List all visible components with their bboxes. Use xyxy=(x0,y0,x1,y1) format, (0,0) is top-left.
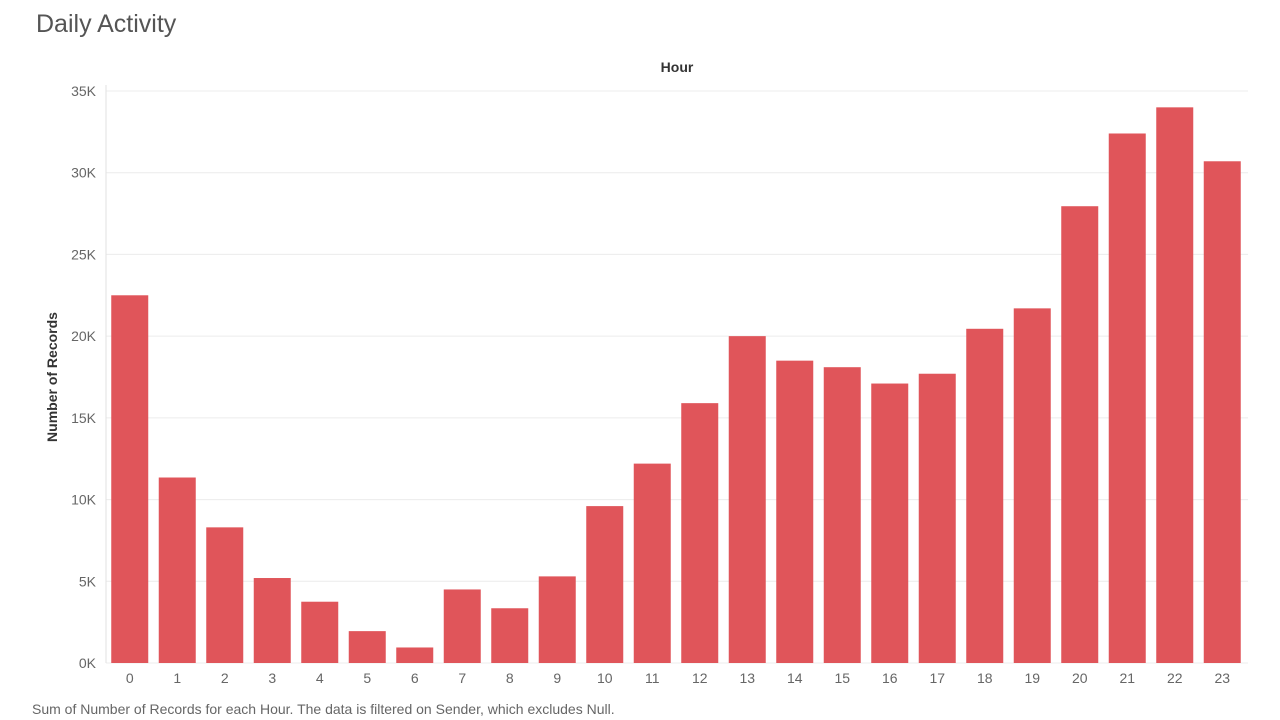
x-tick-label: 0 xyxy=(126,670,134,686)
bar-hour-10[interactable] xyxy=(586,506,624,663)
bar-hour-11[interactable] xyxy=(633,463,671,663)
x-axis-ticks: 0 1 2 3 4 5 6 7 8 9 10 11 12 13 14 15 16 17 18 19 20 21 22 23 xyxy=(126,670,1230,686)
y-tick-label: 10K xyxy=(71,492,97,508)
y-tick-label: 0K xyxy=(79,655,97,671)
x-tick-label: 7 xyxy=(458,670,466,686)
y-tick-label: 15K xyxy=(71,410,97,426)
bar-hour-3[interactable] xyxy=(253,578,291,663)
bar-hour-15[interactable] xyxy=(823,367,861,663)
x-tick-label: 23 xyxy=(1214,670,1230,686)
bar-hour-23[interactable] xyxy=(1203,161,1241,663)
bar-hour-5[interactable] xyxy=(348,631,386,663)
bar-hour-16[interactable] xyxy=(871,383,909,663)
x-tick-label: 5 xyxy=(363,670,371,686)
y-axis-title: Number of Records xyxy=(44,312,60,442)
bar-hour-6[interactable] xyxy=(396,647,434,663)
bar-hour-1[interactable] xyxy=(158,477,196,663)
x-tick-label: 2 xyxy=(221,670,229,686)
x-tick-label: 8 xyxy=(506,670,514,686)
y-tick-label: 5K xyxy=(79,573,97,589)
x-tick-label: 1 xyxy=(173,670,181,686)
y-tick-label: 35K xyxy=(71,83,97,99)
bar-hour-22[interactable] xyxy=(1156,107,1194,664)
x-tick-label: 14 xyxy=(787,670,803,686)
x-tick-label: 22 xyxy=(1167,670,1183,686)
bar-hour-20[interactable] xyxy=(1061,206,1099,663)
x-tick-label: 20 xyxy=(1072,670,1088,686)
x-tick-label: 13 xyxy=(739,670,755,686)
x-axis-title: Hour xyxy=(661,59,694,75)
bar-hour-19[interactable] xyxy=(1013,308,1051,663)
bar-hour-2[interactable] xyxy=(206,527,244,663)
x-tick-label: 19 xyxy=(1024,670,1040,686)
bar-hour-21[interactable] xyxy=(1108,133,1146,663)
grid-lines xyxy=(105,85,1248,664)
bar-hour-8[interactable] xyxy=(491,608,529,663)
y-axis-ticks: 0K 5K 10K 15K 20K 25K 30K 35K xyxy=(71,83,97,671)
bar-hour-13[interactable] xyxy=(728,336,766,663)
x-tick-label: 18 xyxy=(977,670,993,686)
x-tick-label: 4 xyxy=(316,670,324,686)
bar-hour-12[interactable] xyxy=(681,403,719,663)
x-tick-label: 11 xyxy=(645,670,660,686)
footnote: Sum of Number of Records for each Hour. … xyxy=(32,701,615,717)
x-tick-label: 15 xyxy=(834,670,850,686)
bar-hour-9[interactable] xyxy=(538,576,576,663)
chart-title: Daily Activity xyxy=(36,10,177,38)
x-tick-label: 17 xyxy=(929,670,945,686)
bar-hour-18[interactable] xyxy=(966,328,1004,663)
bar-hour-4[interactable] xyxy=(301,601,339,663)
bar-hour-17[interactable] xyxy=(918,373,956,663)
bar-hour-0[interactable] xyxy=(111,295,149,663)
x-tick-label: 10 xyxy=(597,670,613,686)
bar-hour-14[interactable] xyxy=(776,360,814,663)
y-tick-label: 20K xyxy=(71,328,97,344)
x-tick-label: 21 xyxy=(1119,670,1135,686)
x-tick-label: 3 xyxy=(268,670,276,686)
x-tick-label: 16 xyxy=(882,670,898,686)
x-tick-label: 6 xyxy=(411,670,419,686)
y-tick-label: 30K xyxy=(71,165,97,181)
y-tick-label: 25K xyxy=(71,246,97,262)
x-tick-label: 12 xyxy=(692,670,708,686)
bars xyxy=(111,107,1241,664)
x-tick-label: 9 xyxy=(553,670,561,686)
bar-hour-7[interactable] xyxy=(443,589,481,663)
